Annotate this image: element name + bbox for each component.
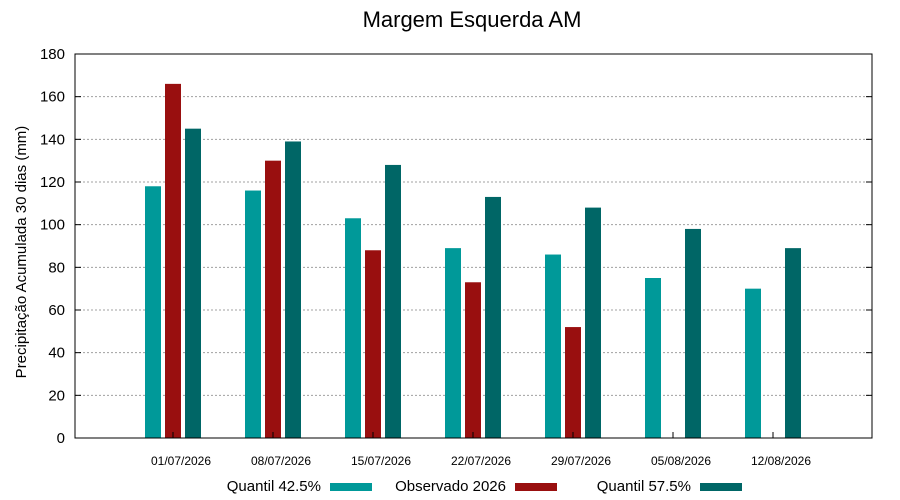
y-tick-label: 60 (48, 302, 65, 319)
x-tick-label: 22/07/2026 (451, 454, 511, 468)
bar (185, 128, 201, 438)
bars (145, 83, 801, 438)
x-tick-label: 12/08/2026 (751, 454, 811, 468)
x-tick-label: 15/07/2026 (351, 454, 411, 468)
legend-swatch (330, 483, 372, 491)
y-tick-label: 140 (40, 131, 65, 148)
x-axis: 01/07/2026 08/07/2026 15/07/2026 22/07/2026… (151, 432, 811, 468)
x-tick-label: 08/07/2026 (251, 454, 311, 468)
bar (165, 83, 181, 438)
y-axis: 0 20 40 60 80 100 120 140 160 180 (40, 46, 872, 447)
y-tick-label: 160 (40, 89, 65, 106)
legend-swatch (515, 483, 557, 491)
bar (785, 248, 801, 438)
bar (145, 186, 161, 438)
bar (485, 196, 501, 438)
bar (245, 190, 261, 438)
bar (745, 288, 761, 438)
x-tick-label: 29/07/2026 (551, 454, 611, 468)
y-tick-label: 120 (40, 174, 65, 191)
bar (685, 228, 701, 438)
legend-label: Quantil 57.5% (597, 478, 691, 495)
bar (385, 164, 401, 438)
bar (645, 278, 661, 438)
chart-title: Margem Esquerda AM (363, 7, 582, 32)
legend-swatch (700, 483, 742, 491)
y-tick-label: 180 (40, 46, 65, 63)
y-tick-label: 40 (48, 345, 65, 362)
legend: Quantil 42.5% Observado 2026 Quantil 57.5% (227, 478, 742, 495)
legend-label: Observado 2026 (395, 478, 506, 495)
x-tick-label: 05/08/2026 (651, 454, 711, 468)
y-tick-label: 100 (40, 217, 65, 234)
bar (545, 254, 561, 438)
bar (365, 250, 381, 438)
bar (585, 207, 601, 438)
legend-label: Quantil 42.5% (227, 478, 321, 495)
bar (345, 218, 361, 438)
bar (445, 248, 461, 438)
bar (565, 327, 581, 438)
y-axis-label: Precipitação Acumulada 30 dias (mm) (13, 126, 30, 379)
bar (265, 160, 281, 438)
y-tick-label: 0 (57, 430, 65, 447)
y-tick-label: 20 (48, 387, 65, 404)
x-tick-label: 01/07/2026 (151, 454, 211, 468)
bar (285, 141, 301, 438)
grid (75, 96, 872, 396)
y-tick-label: 80 (48, 259, 65, 276)
bar (465, 282, 481, 438)
